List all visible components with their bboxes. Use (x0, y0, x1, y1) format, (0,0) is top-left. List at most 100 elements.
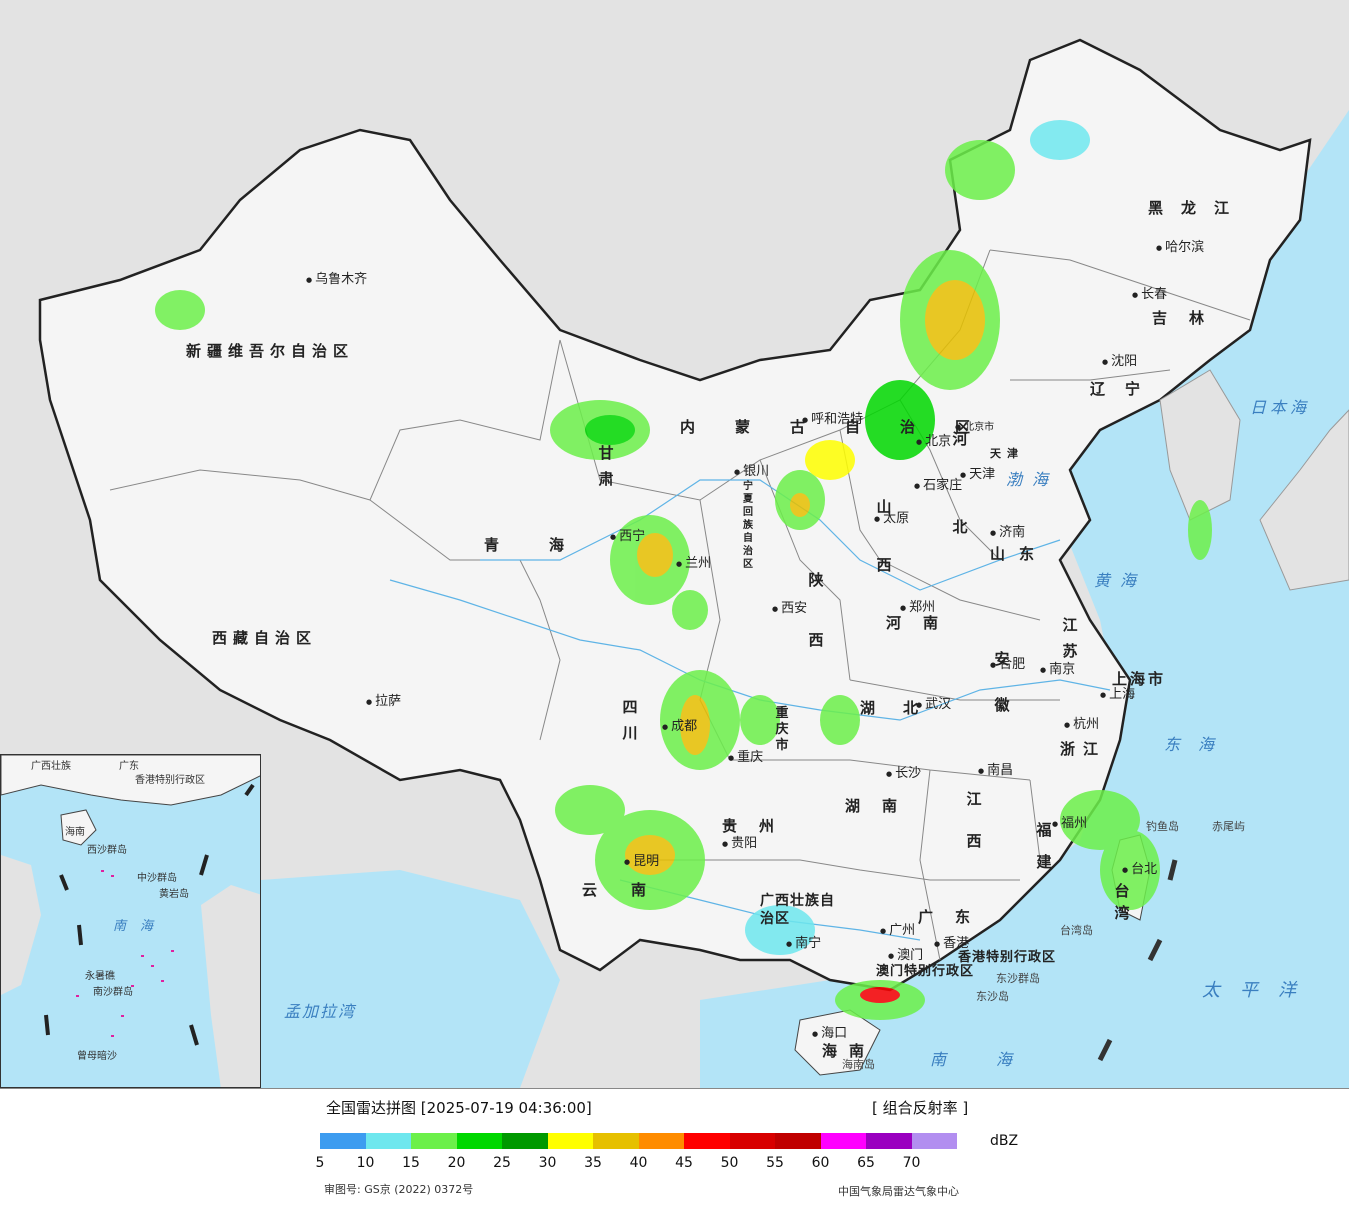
island-chiweiyu: 赤尾屿 (1212, 820, 1245, 833)
japan-island (1259, 409, 1349, 591)
city-taibei: 台北 (1122, 858, 1157, 877)
color-swatch (411, 1133, 457, 1149)
city-zhengzhou: 郑州 (900, 596, 935, 615)
scale-tick-label: 35 (584, 1155, 602, 1171)
color-scale-ticks: 5 10 15 20 25 30 35 40 45 50 55 60 65 70 (316, 1155, 970, 1175)
color-swatch (684, 1133, 730, 1149)
city-guangzhou: 广州 (880, 919, 915, 938)
map-approval-number: 审图号: GS京 (2022) 0372号 (324, 1183, 474, 1196)
province-label-guangdong: 广东 (918, 908, 993, 926)
province-label-jiangxi: 江西 (966, 790, 982, 850)
city-chengdu: 成都 (662, 715, 697, 734)
island-hainandao: 海南岛 (842, 1058, 875, 1071)
province-label-xizang: 西藏自治区 (212, 629, 318, 647)
color-swatch (866, 1133, 912, 1149)
province-label-shaanxi: 陕西 (808, 571, 824, 649)
province-label-tianjin: 天津 (990, 447, 1024, 460)
province-label-qinghai: 青海 (484, 536, 615, 554)
province-label-anhui: 安徽 (994, 650, 1010, 714)
color-swatch (729, 1133, 775, 1149)
city-changchun: 长春 (1132, 283, 1167, 302)
province-label-fujian: 福建 (1036, 821, 1052, 871)
province-label-heilongjiang: 黑龙江 (1148, 199, 1248, 217)
city-hefei: 合肥 (990, 653, 1025, 672)
island-dongshaqundao: 东沙群岛 (996, 972, 1040, 985)
scale-tick-label: 20 (447, 1155, 466, 1171)
province-label-zhejiang: 浙江 (1060, 740, 1107, 758)
inset-label-huangyan: 黄岩岛 (159, 889, 189, 900)
legend-panel: 全国雷达拼图 [2025-07-19 04:36:00] [ 组合反射率 ] 5… (0, 1088, 1349, 1209)
island-diaoyudao: 钓鱼岛 (1146, 820, 1179, 833)
city-jinan: 济南 (990, 521, 1025, 540)
province-label-sichuan: 四川 (622, 698, 638, 742)
province-label-shandong: 山东 (990, 545, 1049, 563)
province-label-hubei: 湖北 (860, 699, 947, 717)
scale-tick-label: 65 (857, 1155, 875, 1171)
sea-bohai: 渤海 (1006, 470, 1059, 489)
scale-tick-label: 55 (766, 1155, 784, 1171)
province-label-hebei: 河北 (952, 430, 968, 536)
inset-dashes (44, 783, 255, 1046)
legend-title: 全国雷达拼图 [2025-07-19 04:36:00] (326, 1099, 592, 1117)
city-beijing: 北京 (916, 430, 951, 449)
inset-label-xisha: 西沙群岛 (87, 845, 127, 856)
color-swatch (593, 1133, 639, 1149)
color-swatch (638, 1133, 684, 1149)
province-label-jilin: 吉林 (1152, 309, 1227, 327)
city-lanzhou: 兰州 (676, 552, 711, 571)
province-label-taiwan: 台湾 (1114, 882, 1130, 922)
legend-unit: dBZ (990, 1133, 1019, 1149)
scale-tick-label: 5 (315, 1155, 325, 1171)
inset-label-hainan: 海南 (65, 827, 85, 838)
province-label-yunnan: 云南 (582, 881, 681, 899)
color-swatch (456, 1133, 502, 1149)
province-label-guizhou: 贵州 (722, 817, 797, 835)
city-yinchuan: 银川 (734, 460, 769, 479)
sea-nanhai: 南海 (930, 1050, 1063, 1069)
color-swatch (775, 1133, 821, 1149)
radar-map: 新疆维吾尔自治区 西藏自治区 青海 甘肃 内蒙古自治区 宁夏回族自治区 陕西 山… (0, 0, 1349, 1088)
city-hongkong: 香港 (934, 932, 969, 951)
city-hohhot: 呼和浩特 (802, 408, 863, 427)
scale-tick-label: 10 (356, 1155, 375, 1171)
scale-tick-label: 15 (402, 1155, 420, 1171)
city-tianjin: 天津 (960, 463, 995, 482)
korea-peninsula (1159, 369, 1241, 521)
city-fuzhou: 福州 (1052, 812, 1087, 831)
province-label-hongkong: 香港特别行政区 (958, 950, 1057, 965)
province-label-guangxi: 广西壮族自治区 (760, 893, 835, 927)
boundary-dashes (1097, 859, 1178, 1062)
city-guiyang: 贵阳 (722, 832, 757, 851)
province-label-jiangsu: 江苏 (1062, 616, 1078, 660)
color-scale (320, 1133, 957, 1149)
inset-reefs (76, 870, 174, 1037)
province-label-ningxia: 宁夏回族自治区 (743, 481, 753, 570)
province-label-beijing: 北京市 (955, 418, 994, 433)
color-swatch (502, 1133, 548, 1149)
color-swatch (820, 1133, 866, 1149)
color-swatch (320, 1133, 366, 1149)
city-shenyang: 沈阳 (1102, 350, 1137, 369)
city-macau: 澳门 (888, 944, 923, 963)
scale-tick-label: 50 (720, 1155, 739, 1171)
province-label-hainan: 海南 (822, 1042, 877, 1060)
sea-mengjialawan: 孟加拉湾 (284, 1002, 357, 1021)
inset-label-zhongsha: 中沙群岛 (137, 873, 177, 884)
city-xian: 西安 (772, 597, 807, 616)
inset-mainland (1, 755, 260, 806)
legend-credit: 中国气象局雷达气象中心 (838, 1185, 959, 1198)
scale-tick-label: 70 (902, 1155, 921, 1171)
island-dongshadao: 东沙岛 (976, 990, 1009, 1003)
city-kunming: 昆明 (624, 850, 659, 869)
color-swatch (365, 1133, 411, 1149)
city-chongqing: 重庆 (728, 746, 763, 765)
inset-label-nanhai: 南海 (113, 919, 168, 934)
city-nanchang: 南昌 (978, 759, 1013, 778)
province-label-shanxi: 山西 (876, 498, 892, 574)
province-label-chongqing: 重庆市 (775, 706, 789, 753)
inset-label-zengmu: 曾母暗沙 (77, 1051, 117, 1062)
province-label-hunan: 湖南 (845, 797, 920, 815)
scale-tick-label: 45 (675, 1155, 693, 1171)
city-harbin: 哈尔滨 (1156, 236, 1204, 255)
province-label-liaoning: 辽宁 (1090, 380, 1161, 398)
